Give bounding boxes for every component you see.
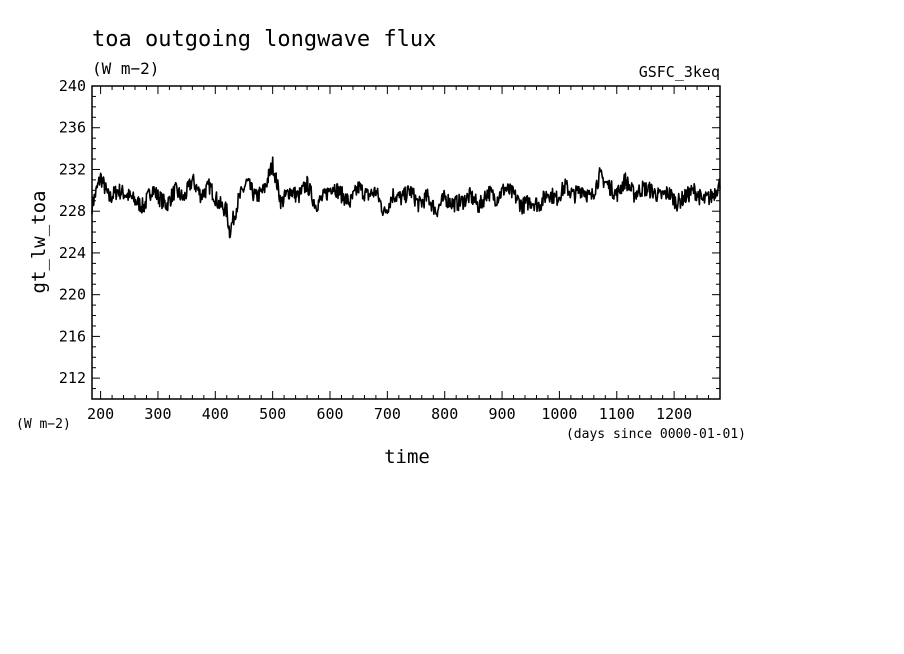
x-tick-label: 1000 [541,405,577,423]
y-tick-label: 216 [59,327,86,345]
x-tick-label: 500 [259,405,286,423]
x-tick-label: 900 [489,405,516,423]
x-axis-ticks: 200 300 400 500 600 700 800 900 1000 1100 1200 [87,86,721,423]
y-axis-label: gt_lw_toa [28,191,50,294]
x-tick-label: 300 [144,405,171,423]
x-tick-label: 1100 [599,405,635,423]
x-tick-label: 700 [374,405,401,423]
title-units: (W m−2) [92,59,159,78]
y-tick-label: 212 [59,369,86,387]
y-tick-label: 232 [59,160,86,178]
x-tick-label: 400 [202,405,229,423]
chart-title: toa outgoing longwave flux [92,27,436,52]
x-axis-units: (days since 0000-01-01) [566,427,746,442]
y-tick-label: 240 [59,77,86,95]
x-tick-label: 200 [87,405,114,423]
x-axis-label: time [384,446,430,468]
x-tick-label: 800 [431,405,458,423]
y-axis-ticks: 212 216 220 224 228 232 236 240 [59,77,720,400]
y-tick-label: 228 [59,202,86,220]
y-tick-label: 220 [59,286,86,304]
x-tick-label: 1200 [656,405,692,423]
plot-frame [91,85,721,400]
dataset-label: GSFC_3keq [639,63,720,81]
series-line [91,156,721,239]
y-tick-label: 224 [59,244,86,262]
y-axis-units: (W m−2) [16,417,71,432]
x-tick-label: 600 [316,405,343,423]
y-tick-label: 236 [59,119,86,137]
